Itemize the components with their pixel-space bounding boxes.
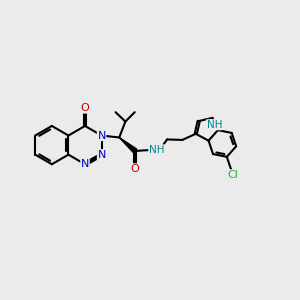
Text: O: O xyxy=(81,103,89,113)
Text: NH: NH xyxy=(207,120,222,130)
Text: NH: NH xyxy=(149,145,164,155)
Text: N: N xyxy=(98,150,106,160)
Polygon shape xyxy=(119,137,137,153)
Text: Cl: Cl xyxy=(227,170,238,180)
Text: O: O xyxy=(131,164,140,174)
Text: N: N xyxy=(98,130,106,140)
Text: N: N xyxy=(81,159,89,169)
